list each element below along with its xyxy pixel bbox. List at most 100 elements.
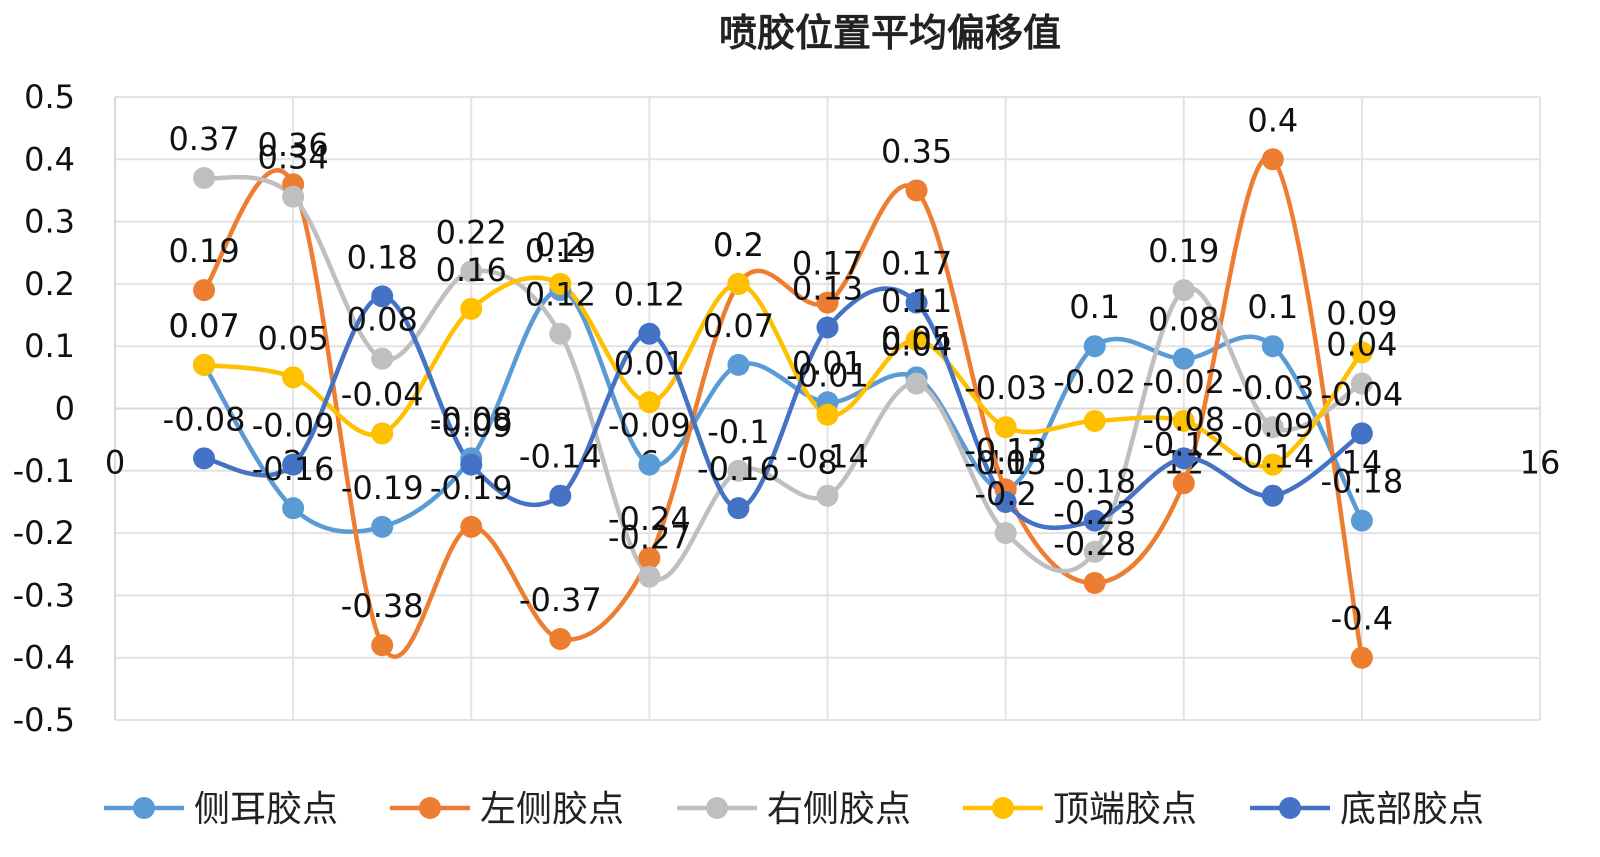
y-tick-label: -0.4 (13, 639, 75, 677)
data-point (994, 416, 1017, 439)
data-label: -0.13 (964, 431, 1047, 469)
data-point (1350, 646, 1373, 669)
data-point (638, 391, 661, 414)
data-point (1261, 416, 1284, 439)
data-label: 0.01 (792, 344, 863, 382)
data-point (549, 272, 572, 295)
data-point (1083, 540, 1106, 563)
data-point (1172, 347, 1195, 370)
data-point (1350, 509, 1373, 532)
data-label: -0.37 (519, 581, 602, 619)
data-label: 0.09 (1326, 294, 1397, 332)
data-label: -0.14 (786, 438, 869, 476)
data-point (460, 453, 483, 476)
data-point (282, 453, 305, 476)
data-point (1261, 453, 1284, 476)
data-label: -0.09 (1231, 407, 1314, 445)
data-point (193, 166, 216, 189)
data-label: -0.24 (608, 500, 691, 538)
data-label: -0.19 (341, 469, 424, 507)
data-point (905, 372, 928, 395)
data-label: -0.03 (1231, 369, 1314, 407)
data-label: 0.12 (525, 276, 596, 314)
data-point (282, 497, 305, 520)
y-tick-labels: 0.5 0.4 0.3 0.2 0.1 0 -0.1 -0.2 -0.3 -0.4 -0.5 (13, 78, 75, 739)
data-point (193, 447, 216, 470)
data-point (638, 565, 661, 588)
data-point (460, 260, 483, 283)
data-point (638, 453, 661, 476)
data-point (1350, 422, 1373, 445)
data-point (816, 484, 839, 507)
data-point (371, 285, 394, 308)
y-tick-label: 0.1 (24, 327, 75, 365)
data-point (371, 634, 394, 657)
data-point (549, 484, 572, 507)
data-label: -0.14 (1231, 438, 1314, 476)
legend-label: 侧耳胶点 (194, 789, 338, 830)
data-point (1261, 335, 1284, 358)
data-label: -0.16 (252, 450, 335, 488)
data-label: -0.09 (252, 407, 335, 445)
data-point (994, 490, 1017, 513)
data-point (1083, 335, 1106, 358)
data-label: 0.11 (881, 282, 952, 320)
data-label: -0.38 (341, 587, 424, 625)
data-label: -0.14 (519, 438, 602, 476)
data-point (282, 366, 305, 389)
legend-label: 底部胶点 (1340, 789, 1484, 830)
data-label: -0.02 (1142, 363, 1225, 401)
data-label: 0.05 (258, 319, 329, 357)
data-point (1350, 341, 1373, 364)
data-label: -0.1 (707, 413, 769, 451)
legend-marker (133, 797, 155, 819)
y-tick-label: -0.1 (13, 452, 75, 490)
x-tick-label: 8 (817, 444, 837, 482)
y-tick-label: 0.2 (24, 265, 75, 303)
data-label: -0.04 (1320, 375, 1403, 413)
data-label: -0.02 (1053, 363, 1136, 401)
data-label: 0.35 (881, 132, 952, 170)
data-point (727, 459, 750, 482)
data-point (638, 322, 661, 345)
x-tick-label: 0 (105, 444, 125, 482)
data-point (371, 515, 394, 538)
data-point (1172, 447, 1195, 470)
data-point (1083, 509, 1106, 532)
series-line-5 (203, 286, 1364, 531)
data-point (1350, 372, 1373, 395)
legend-label: 左侧胶点 (480, 789, 624, 830)
data-point (905, 291, 928, 314)
data-point (1083, 409, 1106, 432)
data-point (371, 422, 394, 445)
data-point (371, 347, 394, 370)
data-labels: 0.07-0.16 -0.19-0.080.19-0.090.070.010.05… (163, 101, 1404, 637)
y-tick-label: 0.3 (24, 203, 75, 241)
data-point (727, 497, 750, 520)
legend-label: 顶端胶点 (1053, 789, 1197, 830)
data-label: 0.07 (168, 307, 239, 345)
data-label: -0.09 (430, 407, 513, 445)
data-label: 0.05 (881, 319, 952, 357)
data-point (905, 179, 928, 202)
data-label: 0.1 (1069, 288, 1120, 326)
data-label: 0.13 (792, 270, 863, 308)
y-tick-label: -0.5 (13, 701, 75, 739)
data-point (282, 185, 305, 208)
data-point (727, 353, 750, 376)
y-tick-label: 0.5 (24, 78, 75, 116)
series-line-3 (203, 174, 1364, 582)
data-label: 0.17 (792, 245, 863, 283)
series-points (193, 148, 1373, 669)
series-line-4 (203, 275, 1364, 469)
legend-label: 右侧胶点 (767, 789, 911, 830)
data-point (193, 279, 216, 302)
x-tick-label: 14 (1342, 444, 1383, 482)
data-label: 0.08 (347, 301, 418, 339)
data-label: 0.04 (881, 326, 952, 364)
data-label: 0.22 (436, 213, 507, 251)
data-label: -0.03 (964, 369, 1047, 407)
data-point (460, 297, 483, 320)
data-point (1172, 409, 1195, 432)
